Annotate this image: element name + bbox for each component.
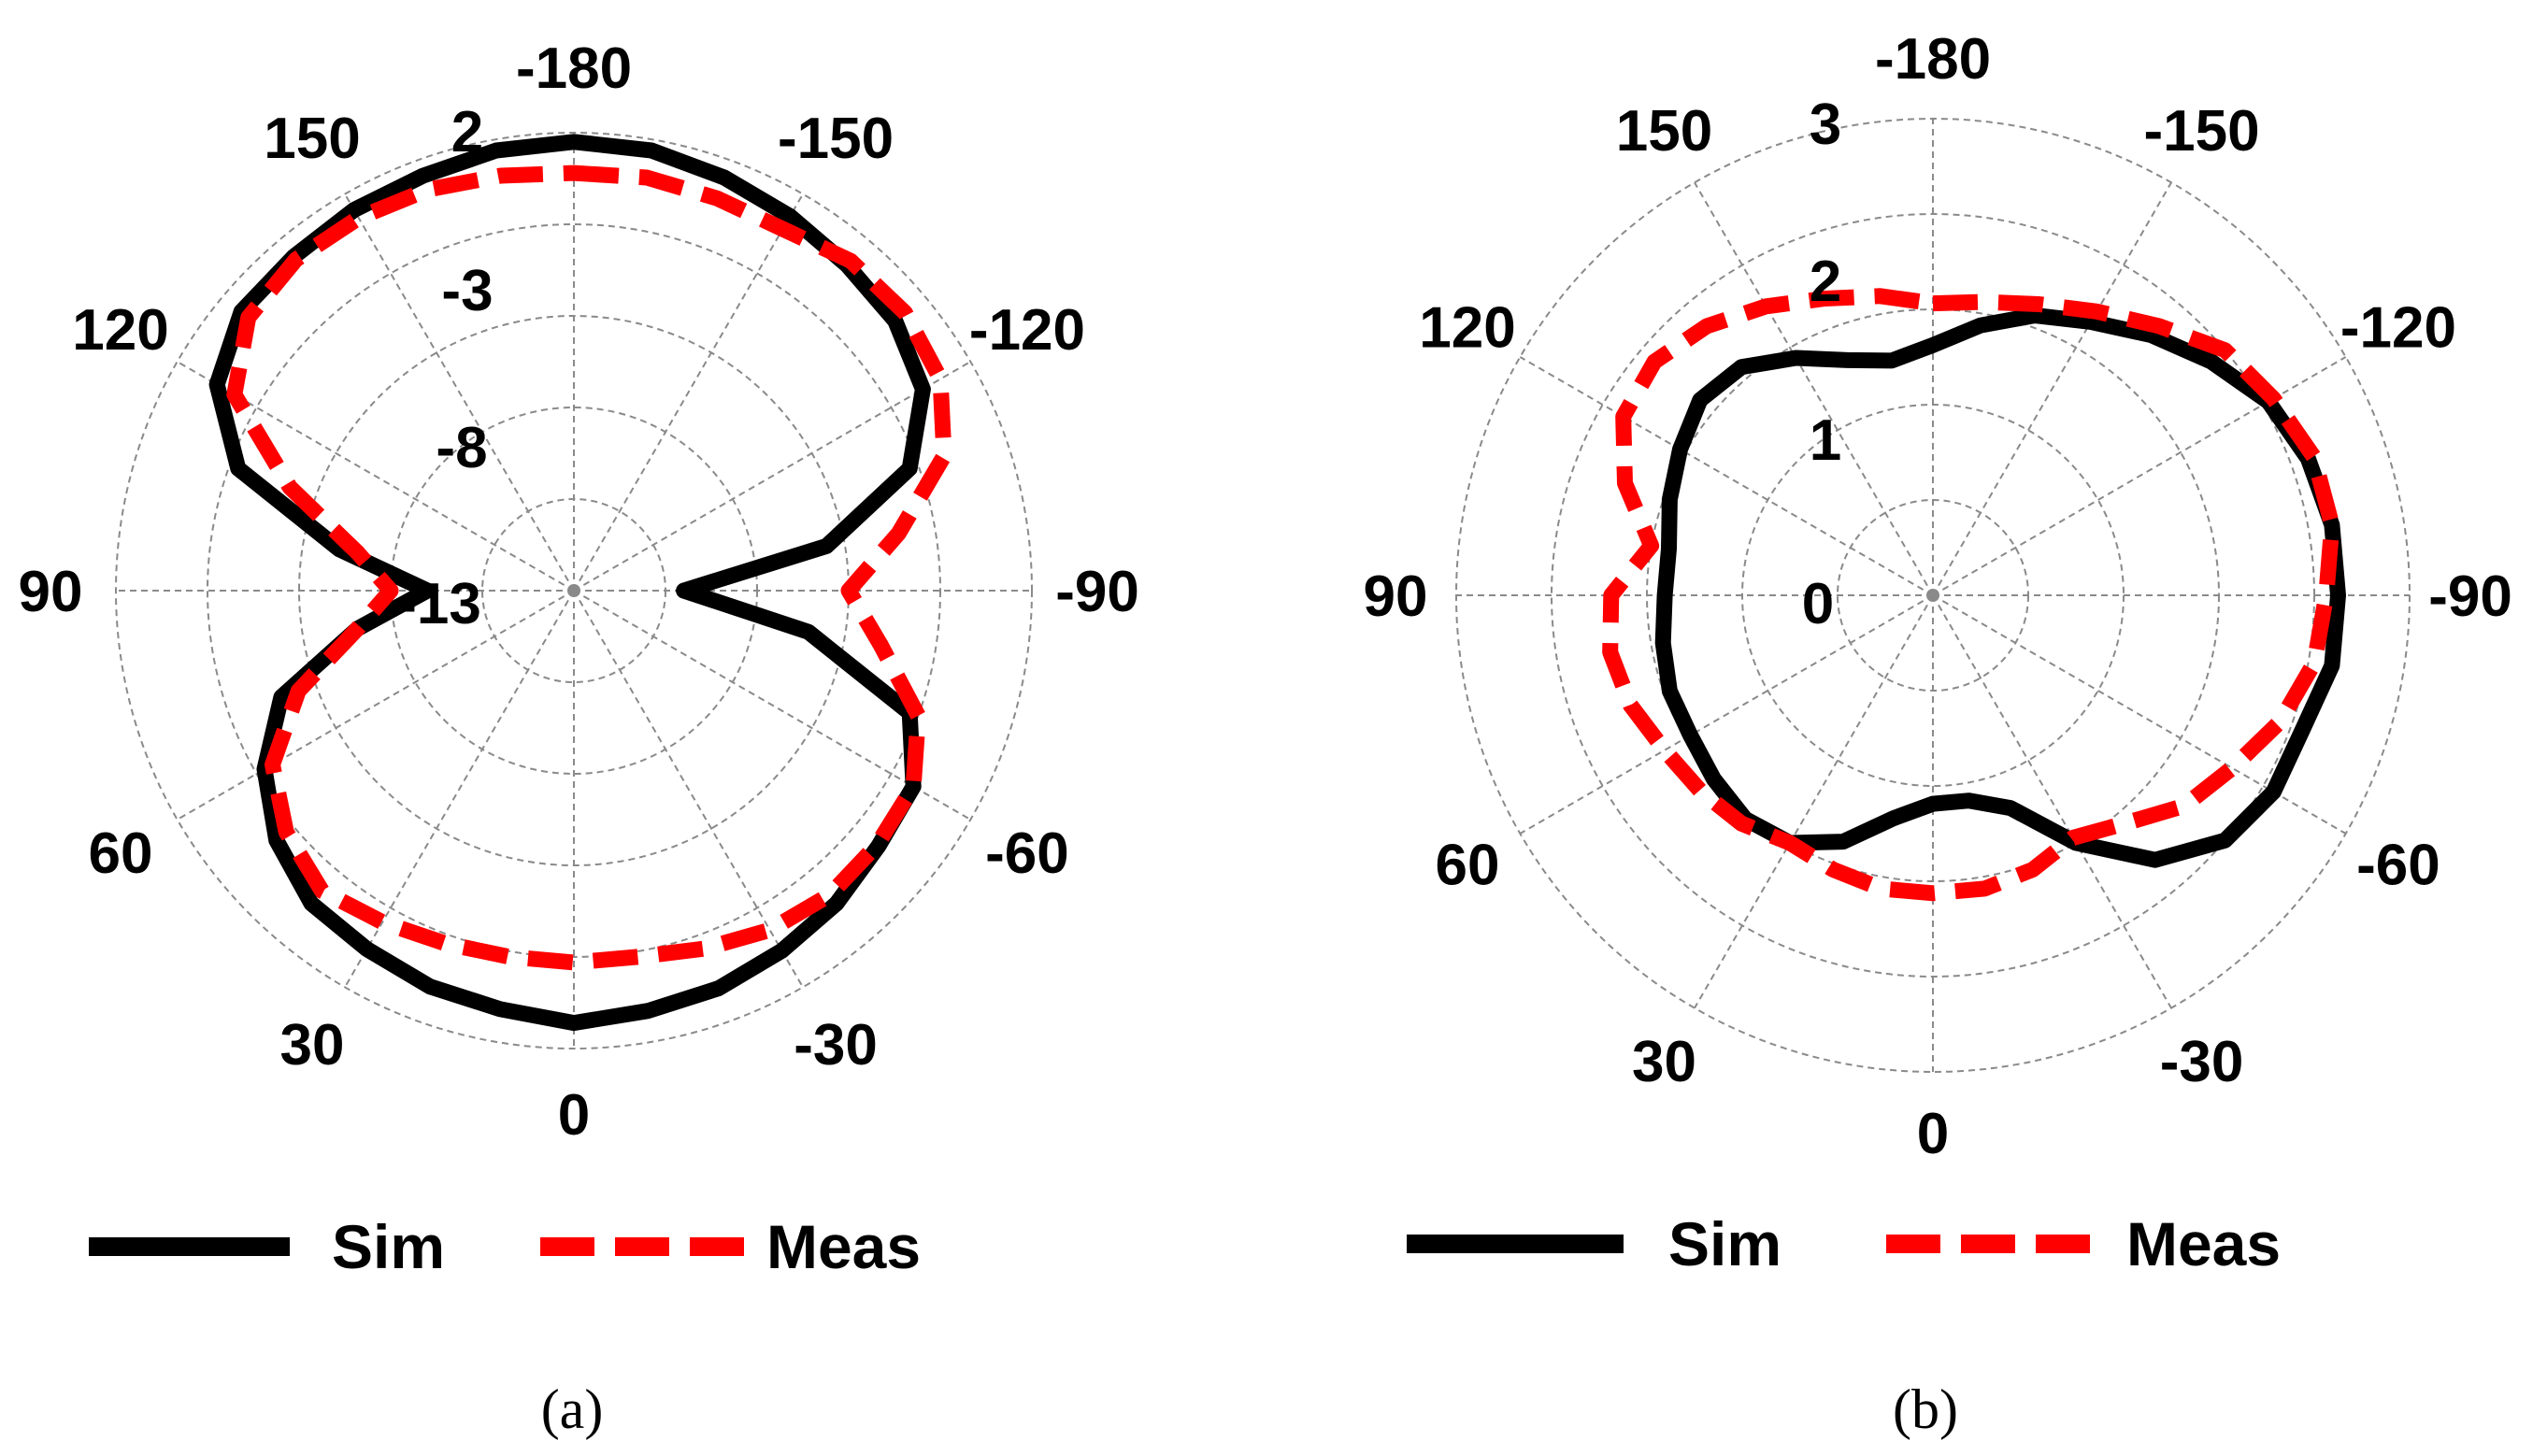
angle-tick-label: 30 [280,1013,345,1078]
center-dot [567,584,580,597]
grid-spoke [177,590,575,821]
grid-spoke [573,590,804,988]
angle-tick-label: 150 [1616,99,1712,164]
radial-tick-label: -8 [436,416,487,480]
radial-tick-label: -3 [441,259,493,323]
center-dot [1926,589,1939,602]
caption-b: (b) [1893,1378,1958,1440]
angle-tick-label: 0 [1917,1102,1949,1166]
radial-tick-label: 2 [451,100,483,164]
angle-tick-label: 90 [1364,564,1428,629]
angle-tick-label: 30 [1632,1030,1696,1094]
radial-tick-label: 2 [1810,250,1841,314]
radial-labels-b: 3 2 1 0 [1802,93,1841,636]
angle-tick-label: 120 [1419,296,1515,361]
series-line-meas-b [1602,288,2340,902]
grid-ring [207,223,941,958]
radial-tick-label: 1 [1810,408,1841,473]
grid-spoke [573,361,971,592]
angle-tick-label: 0 [558,1083,590,1148]
legend-label-meas-b: Meas [2126,1209,2281,1278]
angle-tick-label: -60 [985,821,1069,886]
legend-label-meas-a: Meas [766,1212,921,1281]
grid-spoke [573,590,971,821]
angle-tick-label: 60 [89,821,153,886]
angle-tick-label: -120 [969,298,1085,363]
angle-tick-label: -180 [516,36,632,101]
angle-tick-label: -150 [2143,99,2259,164]
angle-tick-label: -180 [1875,27,1991,92]
series-line-meas-a [226,164,952,971]
angle-tick-label: -30 [794,1013,878,1078]
angle-tick-label: -90 [2428,564,2512,629]
polar-grid-a [115,132,1033,1049]
radial-labels-a: 2 -3 -8 -13 [397,100,493,636]
radial-tick-label: 0 [1802,572,1834,636]
grid-ring [115,132,1033,1049]
angle-tick-label: -90 [1055,560,1139,624]
angle-tick-label: -60 [2356,834,2440,898]
legend-b: Sim Meas [1407,1209,2281,1278]
grid-spoke [573,193,804,592]
grid-spoke [1932,356,2347,596]
polar-grid-b [1455,118,2411,1073]
angle-tick-label: -30 [2160,1030,2244,1094]
grid-spoke [1932,181,2172,596]
grid-spoke [1694,181,1934,596]
grid-spoke [344,193,575,592]
series-line-sim-b [1654,307,2346,868]
radial-tick-label: -13 [397,572,481,636]
angle-tick-label: 90 [19,560,83,624]
angle-tick-label: 60 [1436,834,1500,898]
curves-b [1602,288,2346,902]
grid-spoke [344,590,575,988]
caption-a: (a) [541,1378,604,1440]
angle-labels-a: -180 -150 -120 -90 -60 -30 0 30 60 90 120 150 [19,36,1139,1148]
angle-tick-label: 150 [264,107,360,171]
grid-spoke [1694,594,1934,1009]
curves-a [208,134,952,1032]
legend-label-sim-a: Sim [332,1212,445,1281]
grid-spoke [1519,594,1934,835]
angle-tick-label: -120 [2340,296,2456,361]
series-line-sim-a [208,134,931,1032]
grid-spoke [1519,356,1934,596]
legend-label-sim-b: Sim [1668,1209,1781,1278]
radial-tick-label: 3 [1810,93,1841,157]
grid-spoke [1932,594,2172,1009]
angle-tick-label: -150 [778,107,894,171]
polar-chart-a: -180 -150 -120 -90 -60 -30 0 30 60 90 120 150 2 -3 -8… [19,36,1139,1440]
legend-a: Sim Meas [89,1212,921,1281]
angle-tick-label: 120 [72,298,168,363]
